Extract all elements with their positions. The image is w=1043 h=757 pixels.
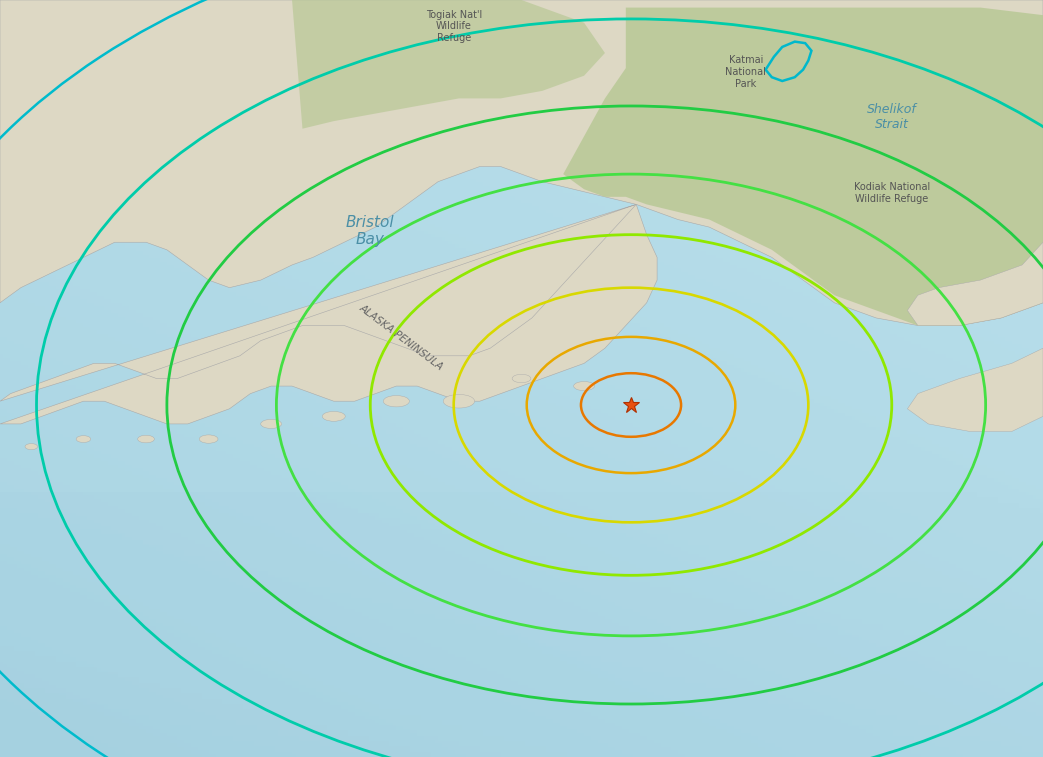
Ellipse shape	[261, 419, 282, 428]
Text: Bristol
Bay: Bristol Bay	[346, 215, 394, 247]
Polygon shape	[563, 8, 1043, 326]
Text: Togiak Nat'l
Wildlife
Refuge: Togiak Nat'l Wildlife Refuge	[426, 10, 482, 43]
Ellipse shape	[512, 375, 531, 383]
Ellipse shape	[322, 411, 345, 421]
Ellipse shape	[443, 394, 475, 408]
Ellipse shape	[25, 444, 38, 450]
Ellipse shape	[199, 435, 218, 444]
Ellipse shape	[76, 436, 91, 442]
Polygon shape	[292, 0, 605, 129]
Text: Kodiak National
Wildlife Refuge: Kodiak National Wildlife Refuge	[853, 182, 930, 204]
Ellipse shape	[138, 435, 154, 443]
Polygon shape	[292, 0, 1043, 68]
Text: Shelikof
Strait: Shelikof Strait	[867, 104, 917, 131]
Ellipse shape	[384, 395, 409, 407]
Polygon shape	[0, 204, 657, 424]
Polygon shape	[0, 0, 1043, 326]
Polygon shape	[907, 348, 1043, 431]
Text: Katmai
National
Park: Katmai National Park	[725, 55, 767, 89]
Ellipse shape	[574, 382, 595, 391]
Text: ALASKA PENINSULA: ALASKA PENINSULA	[358, 302, 445, 372]
Polygon shape	[907, 242, 1043, 326]
